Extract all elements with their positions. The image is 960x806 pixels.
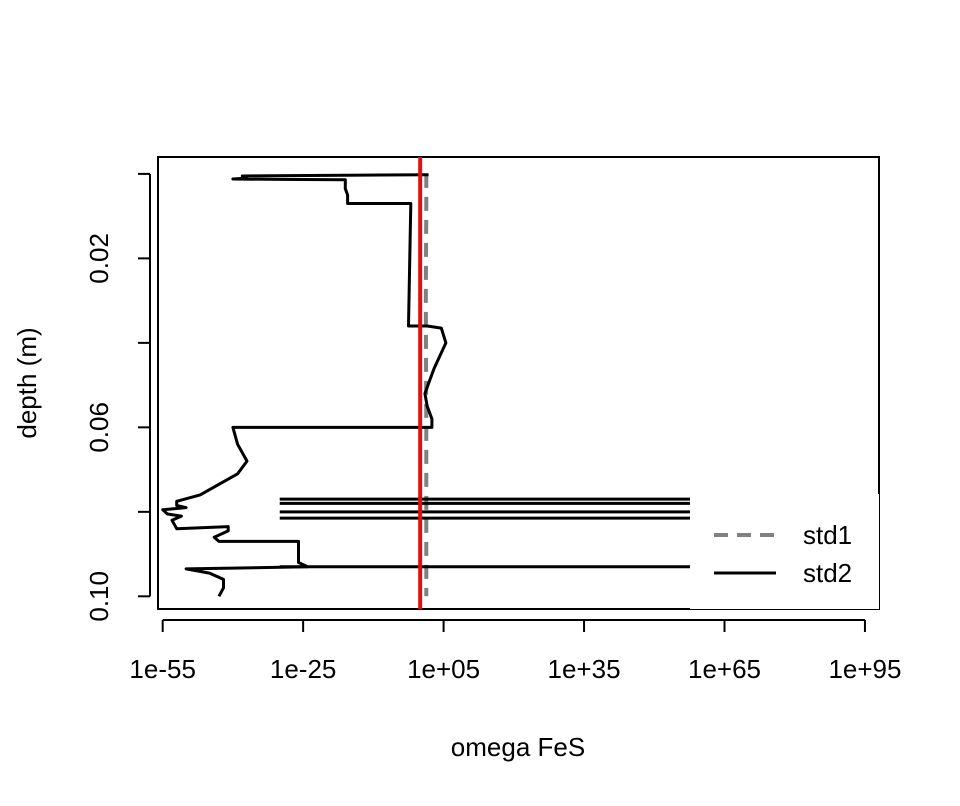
x-tick-label: 1e-55 (129, 654, 196, 684)
y-axis-label: depth (m) (12, 327, 42, 438)
legend: std1 std2 (690, 494, 879, 609)
series-line-std1 (423, 173, 429, 597)
y-tick-label: 0.10 (84, 571, 114, 622)
y-tick-label: 0.06 (84, 402, 114, 453)
y-tick-label: 0.02 (84, 233, 114, 284)
x-tick-label: 1e-25 (270, 654, 337, 684)
plot-area-border (157, 156, 880, 610)
legend-label-std1: std1 (803, 520, 852, 550)
legend-label-std2: std2 (803, 558, 852, 588)
x-tick-label: 1e+65 (688, 654, 761, 684)
series-line-std2 (161, 173, 448, 598)
legend-box (690, 494, 879, 609)
x-tick-label: 1e+35 (548, 654, 621, 684)
x-axis: 1e-55 1e-25 1e+05 1e+35 1e+65 1e+95 (129, 619, 901, 684)
x-axis-label: omega FeS (451, 732, 585, 762)
x-tick-label: 1e+95 (828, 654, 901, 684)
x-tick-label: 1e+05 (407, 654, 480, 684)
y-axis: 0.02 0.06 0.10 (84, 172, 151, 622)
